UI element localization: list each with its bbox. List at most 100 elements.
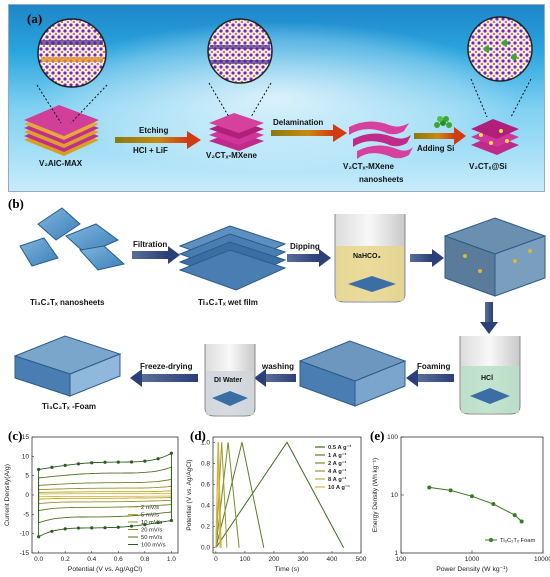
cv-marker (90, 526, 94, 530)
ragone-line (429, 486, 522, 522)
label-v2ctx-si: V₂CTₓ@Si (469, 162, 507, 171)
foam-stack-dipped (443, 217, 547, 297)
step-freeze-drying: Freeze-drying (140, 362, 193, 371)
cv-series-line (38, 466, 172, 524)
y-tick-label: -5 (23, 511, 29, 518)
foam-stack-mid (298, 340, 407, 407)
cv-marker (63, 463, 67, 467)
x-tick-label: 0.0 (34, 556, 43, 563)
gcd-series-line (215, 442, 265, 548)
cv-marker (156, 457, 160, 461)
panel-e-label: (e) (370, 428, 385, 443)
x-tick-label: 0.2 (61, 556, 70, 563)
y-tick-label: 0.0 (201, 545, 210, 552)
cv-marker (63, 527, 67, 531)
cv-marker (169, 518, 173, 523)
cv-series-line (38, 478, 172, 512)
si-composite-stack (471, 119, 519, 155)
legend-label: 2 mV/s (141, 505, 159, 511)
x-tick-label: 0 (214, 556, 218, 563)
y-tick-label: 0 (25, 492, 29, 499)
ragone-point (519, 519, 524, 524)
y-tick-label: 5 (25, 473, 29, 480)
cv-marker (156, 521, 160, 525)
y-axis-label: Energy Density (Wh kg⁻¹) (372, 458, 379, 532)
label-foam: Ti₃C₂Tₓ -Foam (42, 402, 97, 411)
nanosheets-graphic (349, 121, 413, 159)
arrow-washing (254, 369, 296, 387)
cv-marker (50, 465, 54, 469)
beaker-hcl (459, 336, 521, 415)
wet-film-stack (178, 225, 287, 291)
legend-label: 4 A g⁻¹ (328, 468, 347, 475)
arrow-etching-sublabel: HCl + LiF (133, 146, 168, 155)
final-foam (13, 335, 122, 397)
legend-label: 100 mV/s (141, 543, 166, 549)
y-tick-label: 0.4 (201, 503, 210, 510)
cv-marker (129, 460, 134, 464)
y-tick-label: 0.8 (201, 460, 210, 467)
ragone-point (448, 488, 453, 493)
legend-label: 1 A g⁻¹ (328, 452, 347, 459)
ragone-point (512, 513, 517, 518)
arrow-etching (115, 131, 201, 149)
nanosheet-flakes (19, 207, 126, 271)
cv-marker (169, 451, 173, 455)
panel-b-graphics (13, 207, 547, 417)
step-filtration: Filtration (133, 240, 168, 249)
beaker-di-water (204, 344, 256, 417)
ragone-point (427, 485, 432, 490)
y-tick-label: 10 (22, 453, 30, 460)
legend-label: Ti₃C₂Tₓ Foam (500, 538, 535, 544)
arrow-filtration (132, 246, 180, 264)
x-tick-label: 10000 (534, 556, 550, 563)
x-tick-label: 0.4 (87, 556, 96, 563)
x-tick-label: 100 (239, 556, 250, 563)
label-nanosheets: Ti₃C₂Tₓ nanosheets (30, 298, 105, 307)
zoom-circle-mxene (207, 18, 273, 118)
panel-a: (a) V₂AlC-MAX V₂CTₓ-MXene V₂CTₓ-MXene na… (8, 4, 545, 192)
legend-label: 2 A g⁻¹ (328, 460, 347, 467)
cv-marker (76, 526, 81, 530)
cv-series-line (38, 485, 172, 505)
legend-label: 20 mV/s (141, 528, 162, 534)
step-washing: washing (262, 362, 295, 371)
panel-a-label: (a) (27, 11, 43, 26)
label-v2ctx-nanosheet-bottom: nanosheets (359, 175, 404, 184)
label-wet-film: Ti₃C₂Tₓ wet film (198, 298, 258, 307)
legend-marker (489, 538, 493, 542)
label-v2ctx-nanosheet-top: V₂CTₓ-MXene (343, 162, 394, 171)
step-foaming: Foaming (417, 362, 451, 371)
arrow-dipping (287, 249, 331, 267)
arrow-freeze-drying (130, 369, 198, 387)
cv-marker (116, 525, 120, 529)
cv-marker (129, 524, 134, 528)
beaker-label-hcl: HCl (481, 375, 494, 382)
x-tick-label: 400 (327, 556, 338, 563)
max-stack (24, 105, 99, 156)
cv-marker (76, 462, 81, 466)
panel-a-graphics (24, 16, 533, 159)
arrow-delamination-label: Delamination (273, 118, 324, 127)
beaker-label-nahco3: NaHCO₃ (353, 253, 381, 260)
y-axis-label: Current Density(A/g) (4, 464, 11, 526)
arrow-foaming (406, 369, 454, 387)
x-tick-label: 300 (298, 556, 309, 563)
ragone-point (470, 494, 474, 499)
cv-series-line (38, 490, 172, 500)
legend-label: 10 mV/s (141, 520, 162, 526)
y-tick-label: 1 (394, 550, 398, 557)
mxene-stack (209, 113, 264, 151)
x-tick-label: 500 (356, 556, 367, 563)
cv-marker (50, 529, 54, 533)
zoom-circle-si (467, 16, 533, 118)
y-tick-label: 1.0 (201, 439, 210, 446)
x-axis-label: Potential (V vs. Ag/AgCl) (68, 566, 142, 573)
gcd-series-line (215, 441, 345, 549)
x-tick-label: 0.8 (140, 556, 149, 563)
arrow-to-foaming-stack (410, 249, 444, 267)
cv-marker (143, 523, 147, 527)
chart-ragone: 100 1000 10000 1 10 100 Power Density (W kg⁻¹)… (372, 434, 550, 573)
plot-frame (212, 436, 362, 554)
x-tick-label: 0.6 (114, 556, 123, 563)
